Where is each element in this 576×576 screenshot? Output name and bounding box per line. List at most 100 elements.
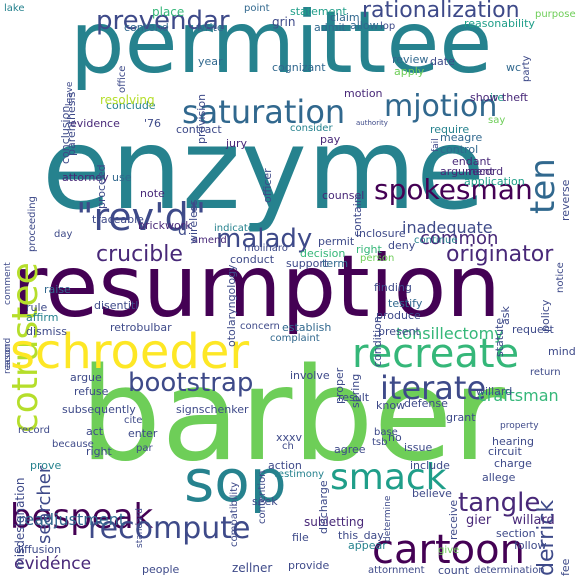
word-meagre: meagre bbox=[440, 131, 483, 144]
word-deny: deny bbox=[388, 239, 416, 252]
word-spring: spring bbox=[349, 373, 362, 408]
word-conclude: conclude bbox=[106, 99, 156, 112]
word-inclosure: inclosure bbox=[356, 227, 406, 240]
word-rule: rule bbox=[26, 301, 48, 314]
word-traceable: traceable bbox=[92, 213, 144, 226]
word-write: write bbox=[196, 21, 224, 34]
word-resolving: resolving bbox=[100, 93, 155, 107]
word-enter: enter bbox=[128, 427, 158, 440]
word-purpose: purpose bbox=[535, 9, 576, 20]
word-finding: finding bbox=[374, 281, 412, 294]
word-rationalization: rationalization bbox=[362, 0, 520, 23]
word-d-apostrophe: d' bbox=[178, 223, 191, 239]
word-fee: fee bbox=[559, 558, 572, 576]
word-defense: defense bbox=[404, 397, 448, 410]
word-appear: appear bbox=[348, 539, 387, 552]
word-fail: fail bbox=[431, 138, 441, 152]
word-notice: notice bbox=[555, 262, 566, 293]
word-refuse: refuse bbox=[74, 385, 109, 398]
word-affirm: affirm bbox=[26, 311, 59, 324]
word-bespeak: bespeak bbox=[10, 497, 154, 537]
word-argument: argument bbox=[440, 165, 494, 178]
word-application: application bbox=[464, 175, 525, 188]
word-lop: lop bbox=[380, 21, 396, 32]
word-tsb: tsb bbox=[372, 437, 388, 448]
word-proceed: proceed bbox=[95, 164, 108, 209]
word-jury: jury bbox=[226, 137, 248, 150]
word-term: term bbox=[322, 257, 349, 270]
word-conclusion: conclusion bbox=[59, 105, 72, 164]
word-counsel: counsel bbox=[322, 189, 365, 202]
word-lake: lake bbox=[4, 3, 25, 14]
word-standard: standard bbox=[135, 508, 145, 548]
word-attornment: attornment bbox=[368, 565, 425, 576]
word-schroeder: schroeder bbox=[10, 324, 250, 380]
word-determination: determination bbox=[474, 565, 545, 576]
word-produce: produce bbox=[376, 309, 421, 322]
word-show-theft: show theft bbox=[470, 91, 528, 104]
word-cite: cite bbox=[124, 415, 143, 426]
word-endant: endant bbox=[452, 155, 491, 168]
word-misdesignation: misdesignation bbox=[13, 477, 27, 569]
word-saturation: saturation bbox=[182, 93, 346, 131]
word-brickwork: brickwork bbox=[138, 219, 192, 232]
word-statement: statement bbox=[290, 5, 347, 18]
word-section: section bbox=[496, 527, 536, 540]
word-provision: provision bbox=[195, 93, 208, 144]
word-reasonability: reasonability bbox=[464, 17, 535, 30]
word-dismiss: dismiss bbox=[26, 325, 68, 338]
word-originator: originator bbox=[446, 242, 554, 267]
word-cartoon: cartoon bbox=[372, 527, 525, 573]
word-people: people bbox=[142, 563, 180, 576]
word-record-2: record bbox=[18, 425, 50, 436]
word-because: because bbox=[52, 439, 94, 450]
word-year: year bbox=[198, 55, 223, 68]
word-retrobulbar: retrobulbar bbox=[110, 321, 172, 334]
word-decision: decision bbox=[300, 247, 346, 260]
word-xxxv: xxxv bbox=[276, 431, 303, 444]
word-contend: contend bbox=[124, 21, 169, 34]
word-contract: contract bbox=[176, 123, 222, 136]
word-revd: "rev'd" bbox=[76, 195, 207, 239]
word-disentitl: disentitl bbox=[94, 299, 139, 312]
word-seek: seek bbox=[252, 495, 278, 508]
word-malady: malady bbox=[216, 224, 313, 254]
word-gier: gier bbox=[466, 513, 492, 528]
word-note: note bbox=[140, 187, 165, 200]
word-cognizant: cognizant bbox=[272, 61, 326, 74]
word-condition: condition bbox=[371, 316, 384, 367]
word-place: place bbox=[152, 5, 185, 19]
word-include: include bbox=[410, 459, 450, 472]
word-claim: claim bbox=[330, 11, 360, 24]
word-allow: allow bbox=[350, 19, 379, 32]
word-searcher: searcher bbox=[34, 465, 55, 544]
word-contain: contain bbox=[351, 196, 364, 237]
word-zellner: zellner bbox=[232, 561, 273, 575]
word-action: action bbox=[268, 459, 302, 472]
word-enzyme: enzyme bbox=[42, 105, 485, 235]
word-date: date bbox=[430, 55, 455, 68]
word-receive: receive bbox=[447, 499, 460, 540]
word-allege: allege bbox=[482, 471, 516, 484]
word-review: review bbox=[392, 53, 429, 66]
word-office: office bbox=[117, 65, 128, 93]
word-consider: consider bbox=[290, 123, 333, 134]
word-attorney: attorney bbox=[62, 171, 109, 184]
word-indicate: indicate bbox=[214, 223, 254, 234]
word-otolaryngology: otolaryngology bbox=[225, 264, 238, 347]
word-issue: issue bbox=[404, 441, 433, 454]
word-mjotion: mjotion bbox=[384, 89, 498, 124]
word-permittee: permittee bbox=[70, 0, 493, 93]
word-right: right bbox=[356, 243, 382, 256]
word-recreate: recreate bbox=[352, 331, 520, 377]
word-policy: policy bbox=[539, 299, 552, 332]
word-believe: believe bbox=[412, 487, 452, 500]
word-wc: wc bbox=[506, 61, 522, 74]
word-file: file bbox=[292, 531, 309, 544]
word-determine: determine bbox=[383, 495, 393, 542]
word-point: point bbox=[244, 3, 270, 14]
word-tangle: tangle bbox=[458, 488, 541, 518]
word-diffusion: diffusion bbox=[14, 543, 62, 556]
word-argue: argue bbox=[70, 371, 102, 384]
word-require: require bbox=[430, 123, 470, 136]
